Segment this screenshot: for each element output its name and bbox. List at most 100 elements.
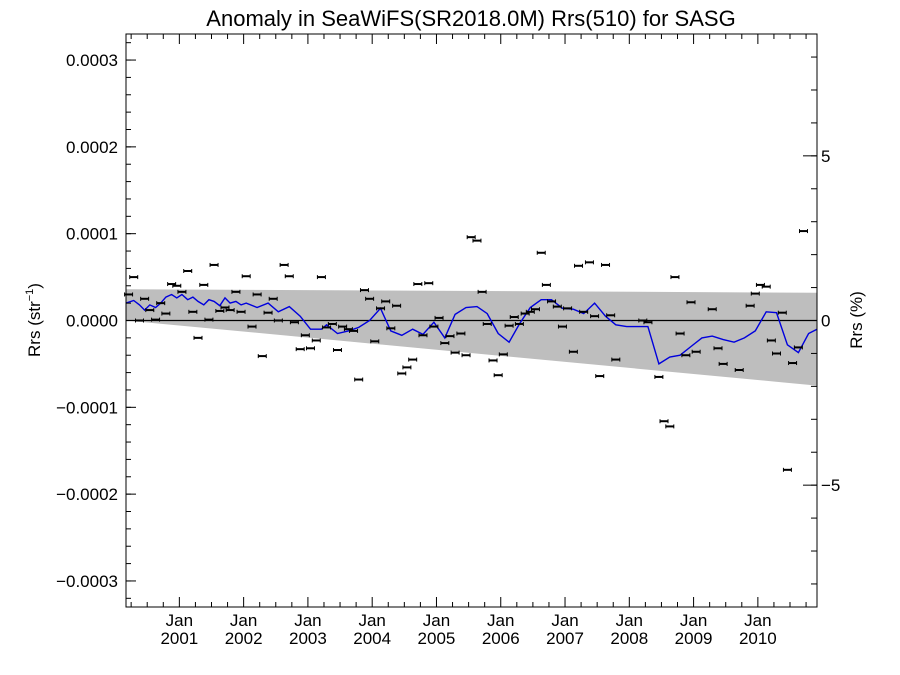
data-point: [745, 303, 755, 308]
data-point: [273, 318, 283, 323]
data-point: [761, 284, 771, 289]
right-y-axis: 5 0 −5: [803, 56, 840, 585]
data-point: [472, 238, 482, 243]
data-point: [316, 275, 326, 280]
x-tick-month: Jan: [230, 611, 257, 630]
x-tick-year: 2003: [289, 629, 327, 648]
data-point: [493, 373, 503, 378]
data-point: [568, 349, 578, 354]
band-area: [126, 289, 817, 386]
data-point: [686, 300, 696, 305]
data-point: [381, 299, 391, 304]
x-tick-year: 2001: [160, 629, 198, 648]
data-point: [349, 328, 359, 333]
data-point: [257, 354, 267, 359]
data-point: [156, 301, 166, 306]
y-tick-label: −0.0003: [56, 572, 118, 591]
data-point: [574, 263, 584, 268]
data-point: [670, 275, 680, 280]
data-point: [354, 377, 364, 382]
data-point: [530, 307, 540, 312]
data-point: [241, 274, 251, 279]
data-point: [536, 250, 546, 255]
data-point: [215, 308, 225, 313]
data-point: [611, 357, 621, 362]
x-tick-year: 2007: [546, 629, 584, 648]
y-tick-label: 0.0001: [66, 225, 118, 244]
data-point: [498, 352, 508, 357]
data-point: [424, 281, 434, 286]
data-point: [557, 324, 567, 329]
data-point: [413, 282, 423, 287]
data-point: [247, 324, 257, 329]
data-point: [305, 346, 315, 351]
data-point: [370, 339, 380, 344]
y-tick-label: 0.0002: [66, 138, 118, 157]
data-point: [151, 317, 161, 322]
x-tick-year: 2009: [675, 629, 713, 648]
y-axis-label-text: Rrs (str: [25, 301, 44, 357]
y-tick-label: 0.0003: [66, 51, 118, 70]
data-point: [225, 308, 235, 313]
data-point: [408, 357, 418, 362]
data-point: [204, 317, 214, 322]
data-point: [289, 320, 299, 325]
y-tick-label: 0.0000: [66, 312, 118, 331]
y-tick-label: −0.0002: [56, 485, 118, 504]
data-point: [456, 331, 466, 336]
data-point: [788, 361, 798, 366]
data-point: [541, 282, 551, 287]
data-point: [220, 305, 230, 310]
x-tick-year: 2004: [353, 629, 391, 648]
data-point: [177, 289, 187, 294]
x-axis: Jan2001Jan2002Jan2003Jan2004Jan2005Jan20…: [130, 34, 807, 648]
data-point: [397, 371, 407, 376]
data-point: [547, 299, 557, 304]
data-point: [654, 374, 664, 379]
data-point: [392, 303, 402, 308]
data-point: [713, 346, 723, 351]
data-point: [172, 283, 182, 288]
data-point: [440, 341, 450, 346]
data-point: [563, 306, 573, 311]
x-tick-year: 2006: [482, 629, 520, 648]
data-point: [295, 347, 305, 352]
data-point: [322, 325, 332, 330]
data-point: [718, 361, 728, 366]
left-y-axis: 0.0003 0.0002 0.0001 0.0000 −0.0001 −0.0002 −0…: [56, 42, 136, 599]
data-point: [606, 313, 616, 318]
data-point: [327, 321, 337, 326]
data-point: [183, 269, 193, 274]
data-point: [450, 350, 460, 355]
data-point: [675, 331, 685, 336]
data-point: [601, 262, 611, 267]
data-point: [338, 324, 348, 329]
x-tick-month: Jan: [680, 611, 707, 630]
data-point: [772, 351, 782, 356]
data-point: [188, 309, 198, 314]
data-point: [161, 311, 171, 316]
data-point: [691, 349, 701, 354]
data-point: [209, 262, 219, 267]
data-point: [300, 333, 310, 338]
data-point: [461, 353, 471, 358]
y-axis-label-close: ): [25, 283, 44, 289]
data-point: [434, 315, 444, 320]
data-point: [681, 353, 691, 358]
data-point: [429, 324, 439, 329]
data-points: [124, 229, 809, 472]
data-point: [386, 326, 396, 331]
data-point: [252, 292, 262, 297]
data-point: [734, 367, 744, 372]
data-point: [231, 289, 241, 294]
data-point: [782, 467, 792, 472]
x-tick-month: Jan: [166, 611, 193, 630]
series-line: [125, 293, 818, 365]
x-tick-year: 2002: [225, 629, 263, 648]
data-point: [466, 235, 476, 240]
x-tick-year: 2005: [418, 629, 456, 648]
x-tick-month: Jan: [294, 611, 321, 630]
data-point: [359, 288, 369, 293]
x-tick-month: Jan: [423, 611, 450, 630]
